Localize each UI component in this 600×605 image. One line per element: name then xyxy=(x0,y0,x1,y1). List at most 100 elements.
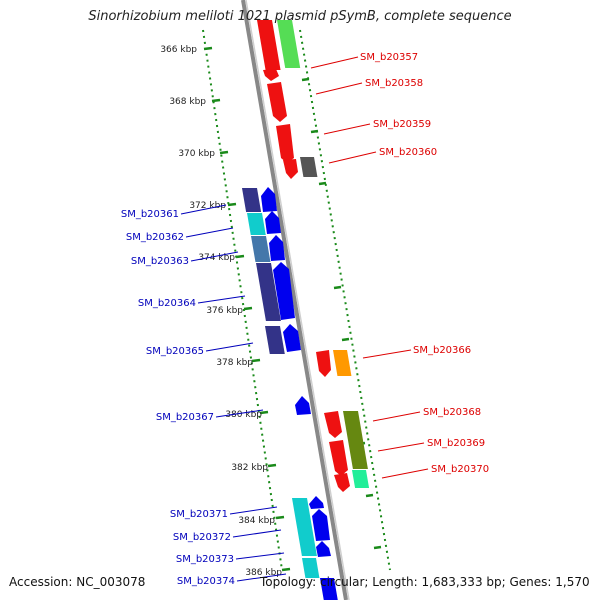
topology-text: Topology: circular; Length: 1,683,333 bp… xyxy=(260,575,590,589)
ruler-tick-label: 366 kbp xyxy=(160,45,197,55)
gene-arrow-red xyxy=(276,124,294,163)
gene-arrow-red xyxy=(283,159,298,179)
gene-arrow-red xyxy=(263,69,279,81)
gene-arrow-blue xyxy=(283,324,301,352)
ruler-tick-label: 374 kbp xyxy=(198,253,235,263)
outer-dotted-track-right xyxy=(299,29,391,571)
right-track-tick xyxy=(318,181,327,186)
map-title: Sinorhizobium meliloti 1021 plasmid pSym… xyxy=(88,9,512,24)
ruler-tick-label: 380 kbp xyxy=(225,410,262,420)
ruler-tick-mark xyxy=(203,46,213,51)
gene-arrow-blue xyxy=(265,211,281,234)
gene-block-cyan xyxy=(292,498,317,556)
right-track-tick xyxy=(341,337,350,342)
leader-line xyxy=(205,342,254,352)
ruler-labels: 366 kbp 368 kbp 370 kbp 372 kbp 374 kbp … xyxy=(160,45,282,578)
gene-label: SM_b20368 xyxy=(423,407,481,418)
gene-arrow-red xyxy=(267,82,287,122)
ruler-tick-label: 372 kbp xyxy=(189,201,226,211)
gene-label: SM_b20357 xyxy=(360,52,418,63)
ruler-tick-label: 376 kbp xyxy=(206,306,243,316)
gene-block-navy xyxy=(242,188,262,212)
leader-line xyxy=(197,295,246,304)
ruler-ticks xyxy=(203,46,291,572)
right-track-tick xyxy=(310,129,319,134)
gene-label: SM_b20365 xyxy=(146,346,204,357)
gene-label: SM_b20369 xyxy=(427,438,485,449)
ruler-tick-label: 368 kbp xyxy=(169,97,206,107)
gene-label: SM_b20370 xyxy=(431,464,489,475)
ruler-tick-label: 382 kbp xyxy=(231,463,268,473)
gene-block-mint xyxy=(352,470,370,488)
gene-arrow-blue xyxy=(269,235,285,261)
leader-line xyxy=(185,227,234,238)
gene-block-orange xyxy=(332,350,352,376)
forward-labels: SM_b20357 SM_b20358 SM_b20359 SM_b20360 … xyxy=(360,52,489,475)
sequence-backbone xyxy=(241,0,348,601)
gene-label: SM_b20371 xyxy=(170,509,228,520)
ruler-tick-mark xyxy=(219,150,229,155)
ruler-tick-mark xyxy=(227,202,237,207)
ruler-tick-mark xyxy=(235,254,245,259)
gene-arrow-blue xyxy=(309,496,324,509)
ruler-tick-label: 386 kbp xyxy=(245,568,282,578)
ruler-tick-mark xyxy=(211,98,221,103)
forward-genes xyxy=(257,20,370,492)
gene-label: SM_b20373 xyxy=(176,554,234,565)
gene-arrow-red xyxy=(329,440,348,476)
leader-line xyxy=(180,204,227,215)
gene-block-green xyxy=(277,20,301,68)
gene-block-navy xyxy=(265,326,285,354)
leader-line xyxy=(315,82,363,95)
ruler-tick-mark xyxy=(243,306,253,311)
accession-text: Accession: NC_003078 xyxy=(9,575,146,589)
reverse-genes xyxy=(242,187,338,600)
ruler-tick-mark xyxy=(259,410,269,415)
gene-block-olive xyxy=(343,411,368,469)
leader-line xyxy=(190,251,239,262)
right-track-tick xyxy=(373,545,382,550)
leader-line xyxy=(372,411,421,422)
gene-label: SM_b20361 xyxy=(121,209,179,220)
leader-line xyxy=(229,506,278,515)
forward-leaders xyxy=(310,56,429,479)
gene-arrow-blue xyxy=(295,396,311,415)
gene-block-navy xyxy=(255,263,281,321)
gene-label: SM_b20360 xyxy=(379,147,437,158)
gene-block-cyan xyxy=(302,558,320,578)
gene-label: SM_b20364 xyxy=(138,298,196,309)
gene-label: SM_b20362 xyxy=(126,232,184,243)
leader-line xyxy=(381,468,429,479)
gene-arrow-red xyxy=(316,350,331,377)
ruler-tick-mark xyxy=(251,358,261,363)
leader-line xyxy=(323,123,371,135)
reverse-labels: SM_b20361 SM_b20362 SM_b20363 SM_b20364 … xyxy=(121,209,235,587)
gene-label: SM_b20359 xyxy=(373,119,431,130)
ruler-tick-mark xyxy=(275,515,285,520)
leader-line xyxy=(232,529,282,538)
gene-arrow-blue xyxy=(316,541,331,557)
right-track-tick xyxy=(365,493,374,498)
ruler-tick-mark xyxy=(281,567,291,572)
gene-arrow-red xyxy=(334,473,350,492)
gene-arrow-red xyxy=(324,411,342,438)
gene-block-steel xyxy=(251,236,271,262)
leader-line xyxy=(235,552,285,560)
leader-line xyxy=(310,56,359,69)
gene-arrow-blue xyxy=(261,187,277,212)
outer-dotted-track-left xyxy=(202,29,283,571)
gene-block-blue xyxy=(320,578,338,600)
ruler-tick-mark xyxy=(267,463,277,468)
gene-label: SM_b20366 xyxy=(413,345,471,356)
gene-block-cyan xyxy=(246,213,266,235)
reverse-leaders xyxy=(180,204,287,582)
gene-block-gray xyxy=(299,157,318,177)
gene-label: SM_b20358 xyxy=(365,78,423,89)
gene-arrow-blue xyxy=(312,509,330,541)
leader-line xyxy=(328,151,377,164)
sequence-backbone-highlight xyxy=(245,0,350,601)
leader-line xyxy=(362,349,412,359)
ruler-tick-label: 378 kbp xyxy=(216,358,253,368)
gene-label: SM_b20372 xyxy=(173,532,231,543)
